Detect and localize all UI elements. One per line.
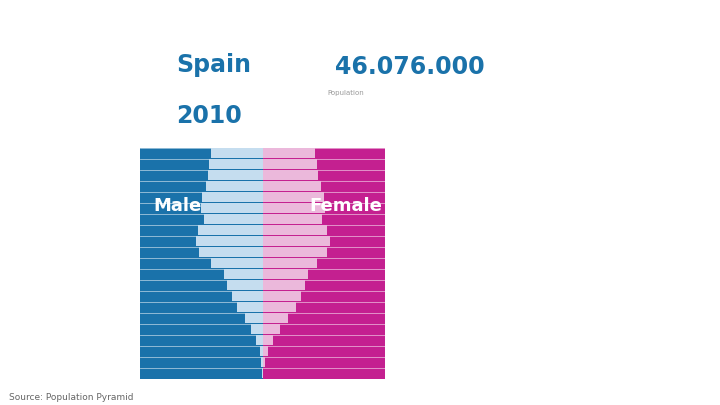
Bar <box>263 214 323 224</box>
Bar <box>263 160 317 169</box>
Bar <box>198 226 263 235</box>
Bar <box>237 303 263 312</box>
Bar <box>209 160 263 169</box>
Bar <box>259 346 263 356</box>
Bar <box>204 214 263 224</box>
Bar <box>227 280 263 290</box>
Text: Female: Female <box>310 196 382 215</box>
Bar <box>263 357 265 367</box>
Text: 46.076.000: 46.076.000 <box>335 55 485 79</box>
Bar <box>263 258 318 268</box>
Bar <box>263 313 288 323</box>
Bar <box>256 335 263 345</box>
Bar <box>224 269 263 279</box>
Text: Male: Male <box>153 196 202 215</box>
Bar <box>263 149 315 158</box>
Bar <box>263 171 318 180</box>
Bar <box>263 181 320 191</box>
Text: 2010: 2010 <box>176 104 242 128</box>
Bar <box>263 237 330 246</box>
Bar <box>201 203 263 213</box>
Bar <box>202 192 263 202</box>
Text: Source: Population Pyramid: Source: Population Pyramid <box>9 393 133 402</box>
Bar <box>210 258 263 268</box>
Bar <box>245 313 263 323</box>
Text: Spain: Spain <box>176 53 251 77</box>
Bar <box>263 269 307 279</box>
Bar <box>208 171 263 180</box>
Text: POPULATION PYRAMID: POPULATION PYRAMID <box>9 11 274 31</box>
Bar <box>210 149 263 158</box>
Bar <box>263 280 305 290</box>
Bar <box>263 346 268 356</box>
Bar <box>261 357 263 367</box>
Bar <box>251 324 263 334</box>
Bar <box>263 247 328 257</box>
Bar <box>196 237 263 246</box>
Bar <box>263 203 325 213</box>
Bar <box>263 324 280 334</box>
Bar <box>232 291 263 301</box>
Bar <box>263 291 301 301</box>
Text: Population: Population <box>328 90 364 96</box>
Bar <box>263 303 296 312</box>
Bar <box>263 226 328 235</box>
Bar <box>263 192 324 202</box>
Bar <box>199 247 263 257</box>
Bar <box>263 335 273 345</box>
Bar <box>206 181 263 191</box>
